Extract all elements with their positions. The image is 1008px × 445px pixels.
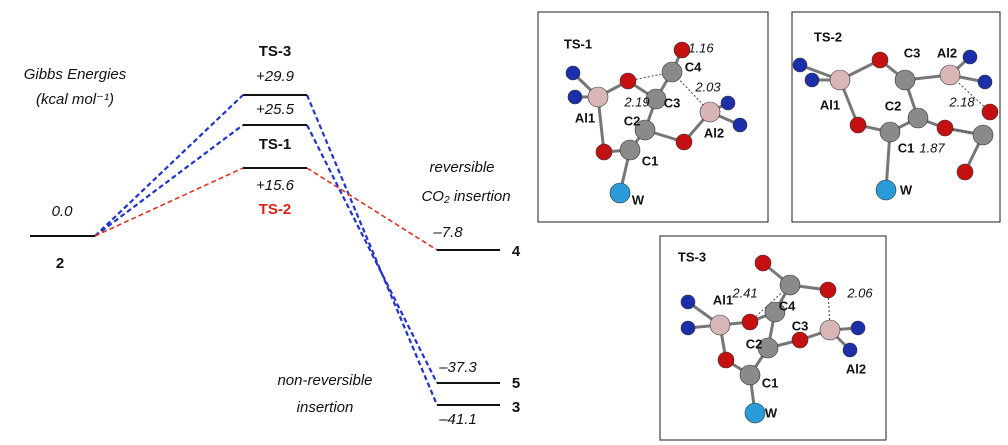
- note: insertion: [297, 399, 354, 416]
- axis-label: (kcal mol⁻¹): [36, 91, 114, 108]
- atom: [662, 62, 682, 82]
- energy-label: +25.5: [256, 101, 295, 118]
- atom: [745, 403, 765, 423]
- atom-label: W: [765, 405, 778, 420]
- energy-label: +15.6: [256, 177, 295, 194]
- atom: [973, 125, 993, 145]
- distance-label: 2.41: [731, 285, 757, 300]
- atom: [830, 70, 850, 90]
- atom-label: W: [632, 192, 645, 207]
- atom: [568, 90, 582, 104]
- atom: [620, 140, 640, 160]
- atom-label: Al1: [575, 110, 595, 125]
- atom-label: C3: [664, 95, 681, 110]
- atom: [566, 66, 580, 80]
- atom: [681, 321, 695, 335]
- structure-title: TS-1: [564, 36, 592, 51]
- atom: [676, 134, 692, 150]
- atom: [700, 102, 720, 122]
- atom: [792, 332, 808, 348]
- atom: [610, 183, 630, 203]
- species-label: TS-3: [259, 43, 292, 60]
- atom: [742, 314, 758, 330]
- atom: [820, 320, 840, 340]
- species-label: TS-2: [259, 201, 292, 218]
- energy-label: +29.9: [256, 68, 295, 85]
- species-label: 3: [512, 399, 520, 416]
- atom-label: C2: [746, 336, 763, 351]
- atom: [805, 73, 819, 87]
- atom-label: Al2: [704, 125, 724, 140]
- atom: [740, 365, 760, 385]
- distance-label: 2.18: [948, 94, 975, 109]
- atom: [588, 87, 608, 107]
- species-label: 5: [512, 375, 520, 392]
- atom: [710, 315, 730, 335]
- note: reversible: [429, 159, 494, 176]
- pathway-ts1: [95, 125, 437, 383]
- atom-label: C3: [792, 318, 809, 333]
- distance-label: 1.87: [919, 140, 945, 155]
- figure: Gibbs Energies (kcal mol⁻¹) 0.0 2 TS-3 +…: [0, 0, 1008, 445]
- atom: [982, 104, 998, 120]
- atom: [850, 117, 866, 133]
- atom: [978, 75, 992, 89]
- distance-label: 2.03: [694, 79, 721, 94]
- species-label: 4: [512, 243, 521, 260]
- distance-label: 1.16: [688, 40, 714, 55]
- energy-diagram: Gibbs Energies (kcal mol⁻¹) 0.0 2 TS-3 +…: [24, 43, 521, 428]
- note: non-reversible: [277, 372, 372, 389]
- atom: [908, 108, 928, 128]
- atom: [937, 120, 953, 136]
- atom: [718, 352, 734, 368]
- atom: [851, 321, 865, 335]
- atom: [876, 180, 896, 200]
- atom-label: Al1: [713, 292, 733, 307]
- atom: [596, 144, 612, 160]
- atom-label: C4: [779, 298, 796, 313]
- atom-label: Al2: [846, 361, 866, 376]
- atom-label: C1: [898, 140, 915, 155]
- atom: [620, 73, 636, 89]
- atom-label: C1: [642, 153, 659, 168]
- atom-label: W: [900, 182, 913, 197]
- atom: [780, 275, 800, 295]
- atom-label: C4: [685, 59, 702, 74]
- energy-label: –7.8: [432, 224, 463, 241]
- atom: [681, 295, 695, 309]
- species-label: TS-1: [259, 136, 292, 153]
- axis-label: Gibbs Energies: [24, 66, 127, 83]
- atom: [895, 70, 915, 90]
- energy-label: 0.0: [52, 203, 74, 220]
- note: CO₂ insertion: [421, 188, 510, 205]
- distance-label: 2.19: [623, 94, 649, 109]
- atom-label: Al1: [820, 97, 840, 112]
- atom-label: C2: [885, 98, 902, 113]
- atom: [963, 50, 977, 64]
- atom: [940, 65, 960, 85]
- atom: [733, 118, 747, 132]
- atom: [820, 282, 836, 298]
- structure-title: TS-3: [678, 249, 706, 264]
- atom: [843, 343, 857, 357]
- atom-label: C3: [904, 45, 921, 60]
- atom: [872, 52, 888, 68]
- distance-label: 2.06: [846, 285, 873, 300]
- atom-label: C1: [762, 375, 779, 390]
- atom-label: C2: [624, 113, 641, 128]
- atom: [755, 255, 771, 271]
- atom: [880, 122, 900, 142]
- energy-label: –37.3: [438, 359, 477, 376]
- structure-title: TS-2: [814, 29, 842, 44]
- atom: [721, 96, 735, 110]
- atom: [957, 164, 973, 180]
- energy-label: –41.1: [438, 411, 477, 428]
- atom-label: Al2: [937, 45, 957, 60]
- atom: [793, 58, 807, 72]
- species-label: 2: [56, 255, 64, 272]
